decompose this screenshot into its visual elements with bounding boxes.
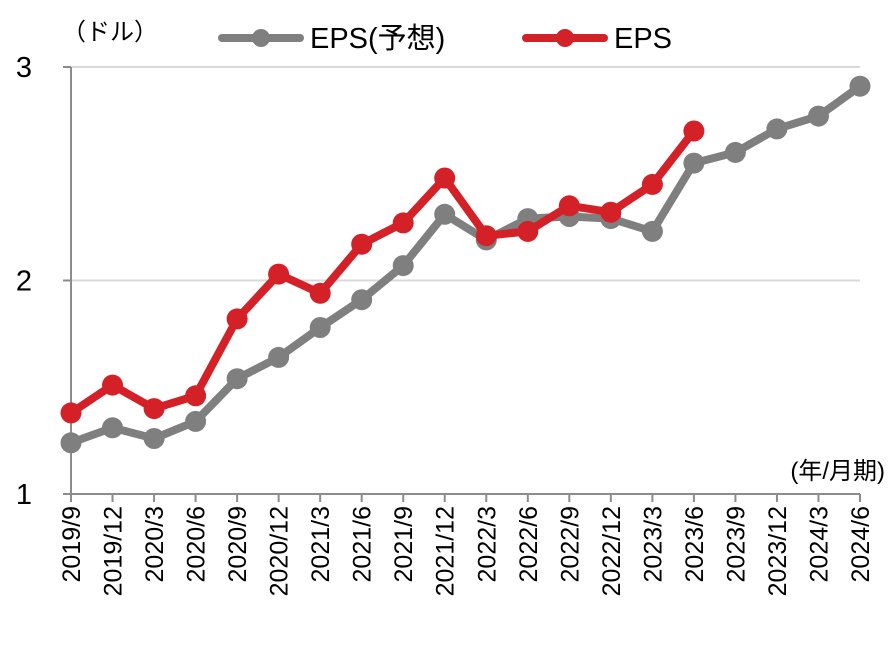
x-tick-label: 2020/9 bbox=[224, 506, 252, 582]
y-tick-labels: 1 2 3 bbox=[16, 52, 32, 511]
legend: EPS(予想) EPS bbox=[218, 22, 672, 55]
x-tick-labels: 2019/9 2019/12 2020/3 2020/6 2020/9 2020/12 20… bbox=[58, 506, 875, 596]
legend-item-actual: EPS bbox=[522, 23, 672, 55]
x-tick-label: 2024/6 bbox=[847, 506, 875, 582]
data-point bbox=[102, 417, 123, 439]
legend-label-actual: EPS bbox=[614, 23, 672, 55]
x-tick-label: 2020/3 bbox=[141, 506, 169, 582]
data-point bbox=[185, 410, 207, 432]
data-point bbox=[309, 282, 331, 304]
y-tick-label: 3 bbox=[16, 52, 32, 84]
data-point bbox=[724, 141, 746, 163]
data-point bbox=[143, 428, 165, 449]
series-line bbox=[67, 127, 698, 417]
data-point bbox=[434, 203, 456, 225]
legend-marker-forecast bbox=[252, 29, 270, 47]
data-point bbox=[558, 195, 580, 217]
data-point bbox=[392, 255, 414, 277]
series-lines bbox=[60, 75, 871, 454]
data-point bbox=[102, 374, 123, 396]
data-point bbox=[434, 167, 456, 189]
data-point bbox=[226, 368, 248, 390]
x-tick-label: 2023/3 bbox=[639, 506, 667, 582]
data-point bbox=[517, 220, 539, 242]
x-tick-label: 2021/9 bbox=[390, 506, 418, 582]
data-point bbox=[641, 220, 663, 242]
x-tick-label: 2023/6 bbox=[681, 506, 709, 582]
axes bbox=[63, 66, 861, 502]
data-point bbox=[185, 385, 207, 407]
x-tick-label: 2021/12 bbox=[432, 506, 460, 596]
y-tick-label: 1 bbox=[16, 479, 32, 511]
data-point bbox=[60, 402, 82, 424]
data-point bbox=[766, 118, 788, 140]
data-point bbox=[641, 173, 663, 195]
data-point bbox=[392, 212, 414, 234]
x-tick-label: 2019/12 bbox=[100, 506, 128, 596]
x-tick-label: 2022/9 bbox=[556, 506, 584, 582]
x-unit-label: (年/月期) bbox=[790, 458, 885, 485]
data-point bbox=[808, 105, 829, 127]
x-tick-label: 2022/12 bbox=[598, 506, 626, 596]
data-point bbox=[849, 75, 871, 97]
legend-item-forecast: EPS(予想) bbox=[218, 22, 445, 55]
y-tick-label: 2 bbox=[16, 266, 32, 298]
data-point bbox=[683, 152, 705, 174]
x-tick-label: 2020/12 bbox=[266, 506, 294, 596]
x-tick-label: 2019/9 bbox=[58, 506, 86, 582]
series-1 bbox=[60, 120, 705, 424]
data-point bbox=[226, 308, 248, 330]
data-point bbox=[143, 398, 165, 420]
data-point bbox=[475, 225, 497, 247]
x-tick-label: 2022/6 bbox=[515, 506, 543, 582]
x-tick-label: 2022/3 bbox=[473, 506, 501, 582]
data-point bbox=[268, 263, 290, 285]
legend-marker-actual bbox=[556, 29, 574, 47]
x-tick-label: 2023/12 bbox=[764, 506, 792, 596]
x-tick-label: 2021/6 bbox=[349, 506, 377, 582]
x-tick-label: 2024/3 bbox=[805, 506, 833, 582]
data-point bbox=[60, 432, 82, 454]
data-point bbox=[309, 317, 331, 338]
data-point bbox=[351, 233, 373, 255]
x-tick-label: 2023/9 bbox=[722, 506, 750, 582]
y-unit-label: （ドル） bbox=[62, 19, 158, 46]
x-tick-label: 2021/3 bbox=[307, 506, 335, 582]
gridlines bbox=[71, 66, 860, 282]
x-tick-label: 2020/6 bbox=[183, 506, 211, 582]
data-point bbox=[600, 201, 622, 223]
data-point bbox=[268, 346, 290, 368]
legend-label-forecast: EPS(予想) bbox=[310, 22, 445, 55]
data-point bbox=[351, 289, 373, 311]
data-point bbox=[683, 120, 705, 142]
